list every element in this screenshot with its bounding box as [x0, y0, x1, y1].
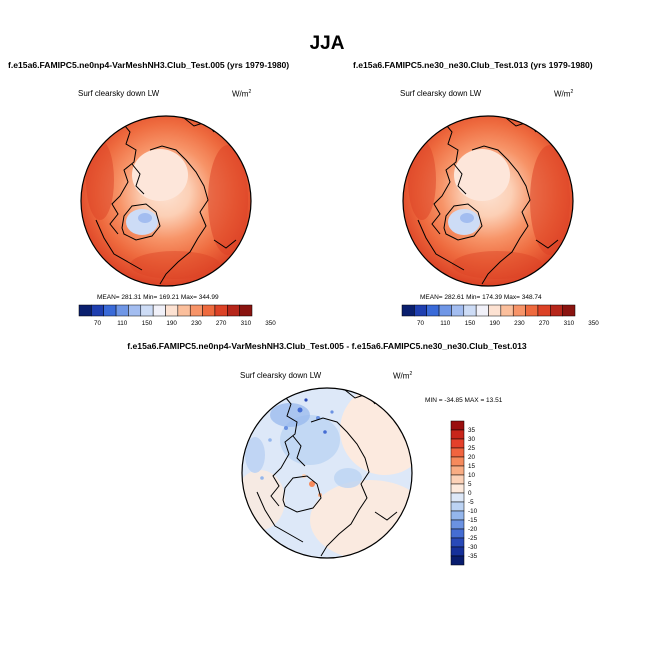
- diff-colorbar-tick-label: 0: [468, 490, 472, 497]
- diff-colorbar-swatch: [450, 429, 465, 440]
- diff-colorbar-swatch: [450, 465, 465, 476]
- left-colorbar-tick-label: 270: [216, 320, 227, 327]
- left-colorbar-tick-label: 350: [265, 320, 276, 327]
- diff-variable-label: Surf clearsky down LW: [240, 371, 322, 380]
- left-colorbar-tick-label: 110: [117, 320, 128, 327]
- diff-colorbar-tick-label: -15: [468, 517, 478, 524]
- right-colorbar-tick-label: 270: [539, 320, 550, 327]
- left-stats: MEAN= 281.31 Min= 169.21 Max= 344.99: [97, 294, 219, 301]
- diff-colorbar-swatch: [450, 456, 465, 467]
- diff-colorbar-swatch: [450, 447, 465, 458]
- diff-colorbar-tick-label: -10: [468, 508, 478, 515]
- right-case-title: f.e15a6.FAMIPC5.ne30_ne30.Club_Test.013 …: [353, 60, 593, 70]
- diff-colorbar-tick-label: -25: [468, 535, 478, 542]
- right-units-label: W/m2: [554, 89, 574, 99]
- diff-colorbar-tick-label: -35: [468, 553, 478, 560]
- left-variable-label: Surf clearsky down LW: [78, 89, 160, 98]
- diff-colorbar-swatch: [450, 483, 465, 494]
- diff-colorbar-tick-label: 15: [468, 463, 476, 470]
- right-colorbar-tick-label: 230: [514, 320, 525, 327]
- diff-colorbar-swatch: [450, 438, 465, 449]
- left-colorbar-tick-label: 150: [142, 320, 153, 327]
- left-colorbar-tick-label: 190: [166, 320, 177, 327]
- diff-colorbar-tick-label: -5: [468, 499, 474, 506]
- left-colorbar-tick-label: 230: [191, 320, 202, 327]
- diff-colorbar-swatch: [450, 555, 465, 566]
- diff-colorbar-swatch: [450, 528, 465, 539]
- right-colorbar-swatch: [562, 304, 576, 317]
- diff-colorbar-swatch: [450, 501, 465, 512]
- right-colorbar-tick-label: 150: [465, 320, 476, 327]
- diff-coastlines: [256, 389, 398, 557]
- left-units-label: W/m2: [232, 89, 252, 99]
- right-stats: MEAN= 282.61 Min= 174.39 Max= 348.74: [420, 294, 542, 301]
- diff-colorbar-swatch: [450, 546, 465, 557]
- left-colorbar-tick-label: 310: [241, 320, 252, 327]
- diff-colorbar-swatch: [450, 492, 465, 503]
- diff-colorbar-swatch: [450, 519, 465, 530]
- left-colorbar-tick-label: 70: [94, 320, 102, 327]
- left-case-title: f.e15a6.FAMIPC5.ne0np4-VarMeshNH3.Club_T…: [8, 60, 290, 70]
- right-colorbar-tick-label: 190: [489, 320, 500, 327]
- diff-colorbar-tick-label: 30: [468, 436, 476, 443]
- right-colorbar-tick-label: 110: [440, 320, 451, 327]
- right-colorbar-tick-label: 310: [564, 320, 575, 327]
- diff-colorbar-tick-label: -20: [468, 526, 478, 533]
- diff-colorbar-tick-label: 25: [468, 445, 476, 452]
- right-coastlines: [417, 117, 559, 285]
- diff-case-title: f.e15a6.FAMIPC5.ne0np4-VarMeshNH3.Club_T…: [127, 341, 527, 351]
- left-colorbar-swatch: [239, 304, 253, 317]
- left-coastlines: [95, 117, 237, 285]
- page-title: JJA: [309, 33, 345, 54]
- diff-colorbar-swatch: [450, 537, 465, 548]
- diff-colorbar-tick-label: -30: [468, 544, 478, 551]
- diff-units-label: W/m2: [393, 371, 413, 381]
- diff-colorbar-tick-label: 20: [468, 454, 476, 461]
- diff-colorbar-swatch: [450, 474, 465, 485]
- diff-colorbar-tick-label: 5: [468, 481, 472, 488]
- right-variable-label: Surf clearsky down LW: [400, 89, 482, 98]
- diff-colorbar-swatch: [450, 510, 465, 521]
- right-colorbar-tick-label: 350: [588, 320, 599, 327]
- diff-minmax: MIN = -34.85 MAX = 13.51: [425, 397, 503, 404]
- diff-colorbar-tick-label: 35: [468, 427, 476, 434]
- diff-colorbar-tick-label: 10: [468, 472, 476, 479]
- right-colorbar-tick-label: 70: [417, 320, 425, 327]
- diff-colorbar-swatch: [450, 420, 465, 431]
- arctic-ocean-region: [132, 149, 188, 201]
